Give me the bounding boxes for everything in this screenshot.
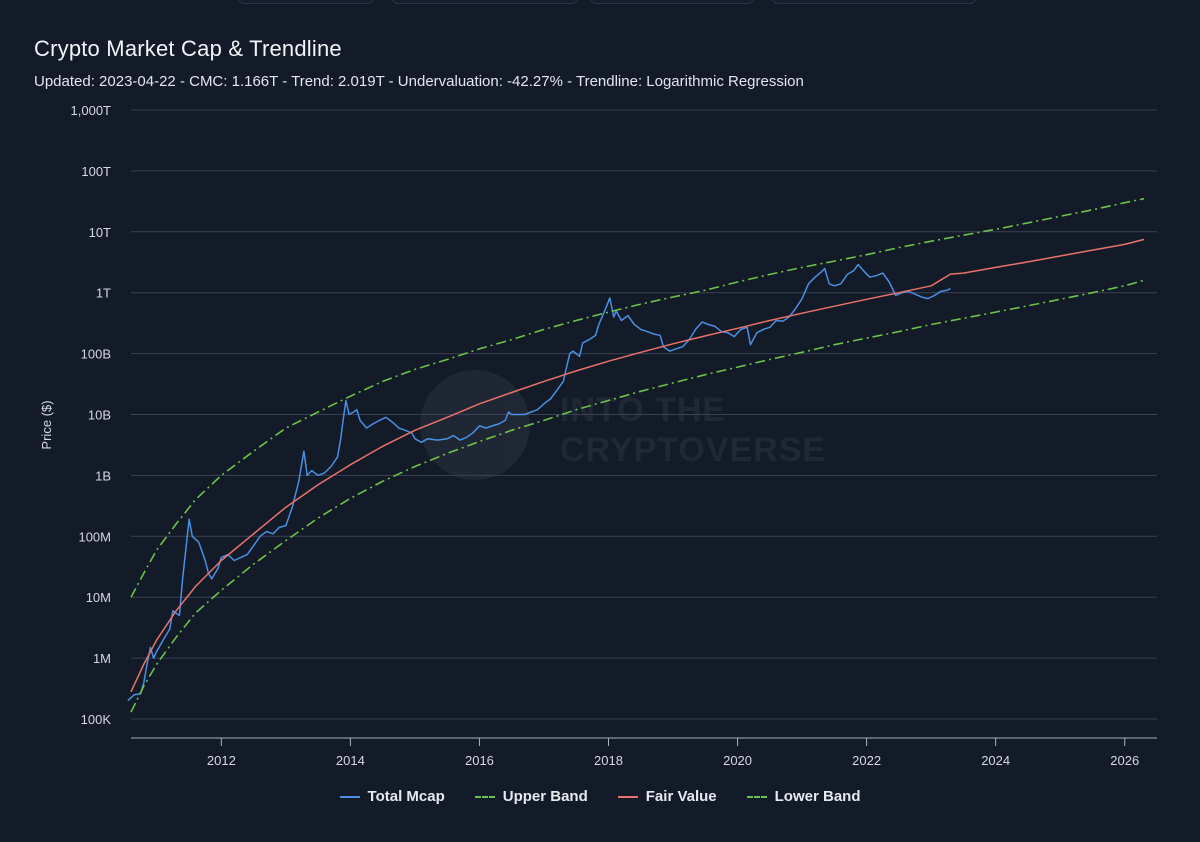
legend-swatch [617,795,638,798]
legend-item-upper-band[interactable]: Upper Band [474,788,588,805]
top-toolbar [0,0,1200,4]
series-line-total-mcap [127,263,951,702]
legend-label: Fair Value [645,788,717,805]
y-tick-label: 100K [81,712,112,727]
chart-subtitle: Updated: 2023-04-22 - CMC: 1.166T - Tren… [34,73,804,90]
y-tick-label: 10B [88,408,111,423]
x-tick-label: 2024 [981,753,1010,768]
legend-item-fair-value[interactable]: Fair Value [617,788,717,805]
x-tick-label: 2016 [465,753,494,768]
legend-swatch [339,795,360,798]
y-tick-label: 100M [78,529,111,544]
legend-swatch [474,795,495,798]
legend-label: Lower Band [774,788,861,805]
series-line-upper-band [130,197,1145,598]
x-tick-label: 2014 [336,753,365,768]
y-tick-label: 1M [93,651,111,666]
chart-title: Crypto Market Cap & Trendline [34,36,342,61]
series-layer [127,197,1145,713]
x-tick-label: 2020 [723,753,752,768]
y-tick-label: 100T [81,164,111,179]
chart-legend: Total Mcap Upper Band Fair Value Lower Band [0,788,1200,805]
legend-item-total-mcap[interactable]: Total Mcap [339,788,445,805]
legend-swatch [746,795,767,798]
x-tick-label: 2012 [207,753,236,768]
series-line-fair-value [130,238,1145,693]
y-tick-label: 10M [86,590,111,605]
axis-layer: 100K 1M 10M 100M 1B 10B 100B 1T 10T 100T 1,000T 201… [71,103,1157,768]
y-tick-label: 1,000T [71,103,112,118]
series-line-lower-band [130,279,1145,713]
grid-layer [131,109,1157,720]
legend-item-lower-band[interactable]: Lower Band [746,788,861,805]
legend-label: Upper Band [502,788,588,805]
y-tick-label: 1T [96,286,111,301]
x-tick-label: 2026 [1110,753,1139,768]
x-tick-label: 2018 [594,753,623,768]
y-tick-label: 100B [81,347,111,362]
y-tick-label: 1B [95,468,111,483]
legend-label: Total Mcap [367,788,445,805]
y-tick-label: 10T [89,225,111,240]
x-tick-label: 2022 [852,753,881,768]
y-axis-title: Price ($) [39,400,54,449]
